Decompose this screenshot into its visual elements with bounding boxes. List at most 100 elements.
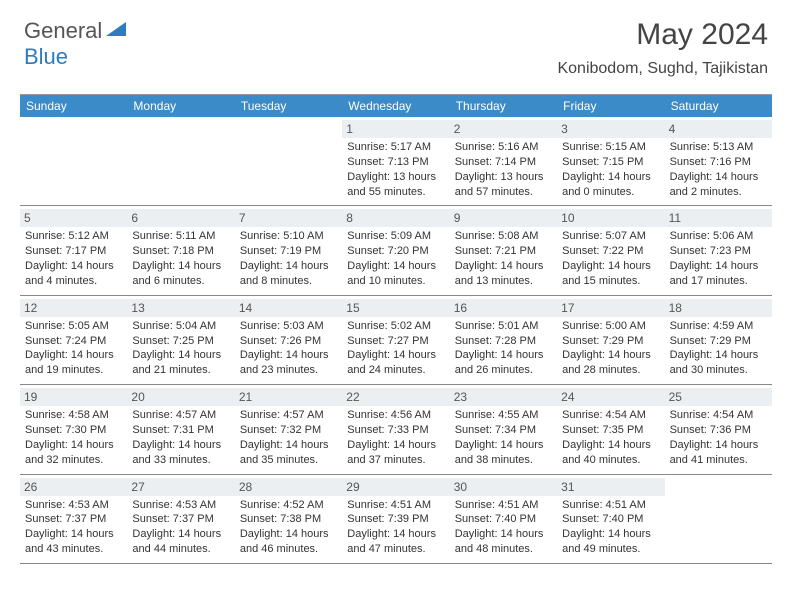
daylight-text: Daylight: 14 hours and 28 minutes.	[562, 348, 659, 378]
sunrise-text: Sunrise: 4:57 AM	[240, 408, 337, 423]
day-info: Sunrise: 4:58 AMSunset: 7:30 PMDaylight:…	[25, 408, 122, 467]
daylight-text: Daylight: 14 hours and 32 minutes.	[25, 438, 122, 468]
day-cell: 22Sunrise: 4:56 AMSunset: 7:33 PMDayligh…	[342, 385, 449, 473]
daylight-text: Daylight: 14 hours and 49 minutes.	[562, 527, 659, 557]
day-cell: 2Sunrise: 5:16 AMSunset: 7:14 PMDaylight…	[450, 117, 557, 205]
day-info: Sunrise: 5:06 AMSunset: 7:23 PMDaylight:…	[670, 229, 767, 288]
month-title: May 2024	[557, 18, 768, 52]
day-info: Sunrise: 5:11 AMSunset: 7:18 PMDaylight:…	[132, 229, 229, 288]
week-row: 19Sunrise: 4:58 AMSunset: 7:30 PMDayligh…	[20, 385, 772, 474]
day-number: 12	[20, 299, 127, 317]
day-cell: 11 Sunrise: 5:06 AMSunset: 7:23 PMDayligh…	[665, 206, 772, 294]
day-info: Sunrise: 5:01 AMSunset: 7:28 PMDaylight:…	[455, 319, 552, 378]
empty-cell	[127, 117, 234, 205]
day-number: 16	[450, 299, 557, 317]
sunrise-text: Sunrise: 4:51 AM	[455, 498, 552, 513]
day-info: Sunrise: 5:09 AMSunset: 7:20 PMDaylight:…	[347, 229, 444, 288]
day-number: 24	[557, 388, 664, 406]
day-info: Sunrise: 5:00 AMSunset: 7:29 PMDaylight:…	[562, 319, 659, 378]
day-cell: 20Sunrise: 4:57 AMSunset: 7:31 PMDayligh…	[127, 385, 234, 473]
day-info: Sunrise: 5:13 AMSunset: 7:16 PMDaylight:…	[670, 140, 767, 199]
day-number: 5	[20, 209, 127, 227]
day-cell: 31Sunrise: 4:51 AMSunset: 7:40 PMDayligh…	[557, 475, 664, 563]
day-cell: 30Sunrise: 4:51 AMSunset: 7:40 PMDayligh…	[450, 475, 557, 563]
daylight-text: Daylight: 14 hours and 17 minutes.	[670, 259, 767, 289]
day-number: 2	[450, 120, 557, 138]
day-info: Sunrise: 5:04 AMSunset: 7:25 PMDaylight:…	[132, 319, 229, 378]
sunrise-text: Sunrise: 4:55 AM	[455, 408, 552, 423]
sunset-text: Sunset: 7:26 PM	[240, 334, 337, 349]
day-number: 3	[557, 120, 664, 138]
logo-triangle-icon	[106, 22, 126, 41]
daylight-text: Daylight: 14 hours and 24 minutes.	[347, 348, 444, 378]
day-cell: 8Sunrise: 5:09 AMSunset: 7:20 PMDaylight…	[342, 206, 449, 294]
day-cell: 3Sunrise: 5:15 AMSunset: 7:15 PMDaylight…	[557, 117, 664, 205]
day-cell: 1Sunrise: 5:17 AMSunset: 7:13 PMDaylight…	[342, 117, 449, 205]
day-info: Sunrise: 5:05 AMSunset: 7:24 PMDaylight:…	[25, 319, 122, 378]
day-number: 4	[665, 120, 772, 138]
sunrise-text: Sunrise: 4:54 AM	[562, 408, 659, 423]
day-cell: 5Sunrise: 5:12 AMSunset: 7:17 PMDaylight…	[20, 206, 127, 294]
sunrise-text: Sunrise: 4:52 AM	[240, 498, 337, 513]
sunrise-text: Sunrise: 4:57 AM	[132, 408, 229, 423]
daylight-text: Daylight: 14 hours and 8 minutes.	[240, 259, 337, 289]
day-number: 31	[557, 478, 664, 496]
sunset-text: Sunset: 7:37 PM	[25, 512, 122, 527]
day-cell: 28Sunrise: 4:52 AMSunset: 7:38 PMDayligh…	[235, 475, 342, 563]
sunset-text: Sunset: 7:13 PM	[347, 155, 444, 170]
daylight-text: Daylight: 14 hours and 0 minutes.	[562, 170, 659, 200]
daylight-text: Daylight: 14 hours and 44 minutes.	[132, 527, 229, 557]
daylight-text: Daylight: 13 hours and 55 minutes.	[347, 170, 444, 200]
day-header-cell: Friday	[557, 95, 664, 117]
day-cell: 18Sunrise: 4:59 AMSunset: 7:29 PMDayligh…	[665, 296, 772, 384]
day-cell: 29Sunrise: 4:51 AMSunset: 7:39 PMDayligh…	[342, 475, 449, 563]
day-info: Sunrise: 4:55 AMSunset: 7:34 PMDaylight:…	[455, 408, 552, 467]
sunset-text: Sunset: 7:39 PM	[347, 512, 444, 527]
sunrise-text: Sunrise: 5:11 AM	[132, 229, 229, 244]
day-number: 11	[665, 209, 772, 227]
day-info: Sunrise: 4:52 AMSunset: 7:38 PMDaylight:…	[240, 498, 337, 557]
day-info: Sunrise: 4:54 AMSunset: 7:36 PMDaylight:…	[670, 408, 767, 467]
sunrise-text: Sunrise: 5:17 AM	[347, 140, 444, 155]
empty-cell	[665, 475, 772, 563]
header: General May 2024 Konibodom, Sughd, Tajik…	[0, 0, 792, 84]
day-number: 23	[450, 388, 557, 406]
day-info: Sunrise: 4:59 AMSunset: 7:29 PMDaylight:…	[670, 319, 767, 378]
daylight-text: Daylight: 14 hours and 6 minutes.	[132, 259, 229, 289]
daylight-text: Daylight: 14 hours and 30 minutes.	[670, 348, 767, 378]
daylight-text: Daylight: 14 hours and 46 minutes.	[240, 527, 337, 557]
sunset-text: Sunset: 7:16 PM	[670, 155, 767, 170]
sunset-text: Sunset: 7:27 PM	[347, 334, 444, 349]
sunrise-text: Sunrise: 5:10 AM	[240, 229, 337, 244]
sunrise-text: Sunrise: 5:16 AM	[455, 140, 552, 155]
day-header-cell: Tuesday	[235, 95, 342, 117]
sunrise-text: Sunrise: 5:04 AM	[132, 319, 229, 334]
logo: General	[24, 18, 128, 44]
day-cell: 27 Sunrise: 4:53 AMSunset: 7:37 PMDayligh…	[127, 475, 234, 563]
sunrise-text: Sunrise: 5:12 AM	[25, 229, 122, 244]
sunset-text: Sunset: 7:14 PM	[455, 155, 552, 170]
daylight-text: Daylight: 14 hours and 48 minutes.	[455, 527, 552, 557]
daylight-text: Daylight: 14 hours and 47 minutes.	[347, 527, 444, 557]
sunset-text: Sunset: 7:37 PM	[132, 512, 229, 527]
day-info: Sunrise: 4:56 AMSunset: 7:33 PMDaylight:…	[347, 408, 444, 467]
day-number: 9	[450, 209, 557, 227]
day-number: 25	[665, 388, 772, 406]
sunset-text: Sunset: 7:25 PM	[132, 334, 229, 349]
sunrise-text: Sunrise: 5:06 AM	[670, 229, 767, 244]
day-info: Sunrise: 4:51 AMSunset: 7:40 PMDaylight:…	[455, 498, 552, 557]
day-number: 20	[127, 388, 234, 406]
sunset-text: Sunset: 7:15 PM	[562, 155, 659, 170]
day-info: Sunrise: 4:53 AMSunset: 7:37 PMDaylight:…	[132, 498, 229, 557]
day-cell: 25 Sunrise: 4:54 AMSunset: 7:36 PMDayligh…	[665, 385, 772, 473]
sunrise-text: Sunrise: 4:51 AM	[347, 498, 444, 513]
week-row: 26Sunrise: 4:53 AMSunset: 7:37 PMDayligh…	[20, 475, 772, 564]
sunset-text: Sunset: 7:30 PM	[25, 423, 122, 438]
week-row: 1Sunrise: 5:17 AMSunset: 7:13 PMDaylight…	[20, 117, 772, 206]
day-header-cell: Monday	[127, 95, 234, 117]
day-cell: 13Sunrise: 5:04 AMSunset: 7:25 PMDayligh…	[127, 296, 234, 384]
day-header-cell: Saturday	[665, 95, 772, 117]
sunset-text: Sunset: 7:34 PM	[455, 423, 552, 438]
day-cell: 12 Sunrise: 5:05 AMSunset: 7:24 PMDayligh…	[20, 296, 127, 384]
day-number: 27	[127, 478, 234, 496]
